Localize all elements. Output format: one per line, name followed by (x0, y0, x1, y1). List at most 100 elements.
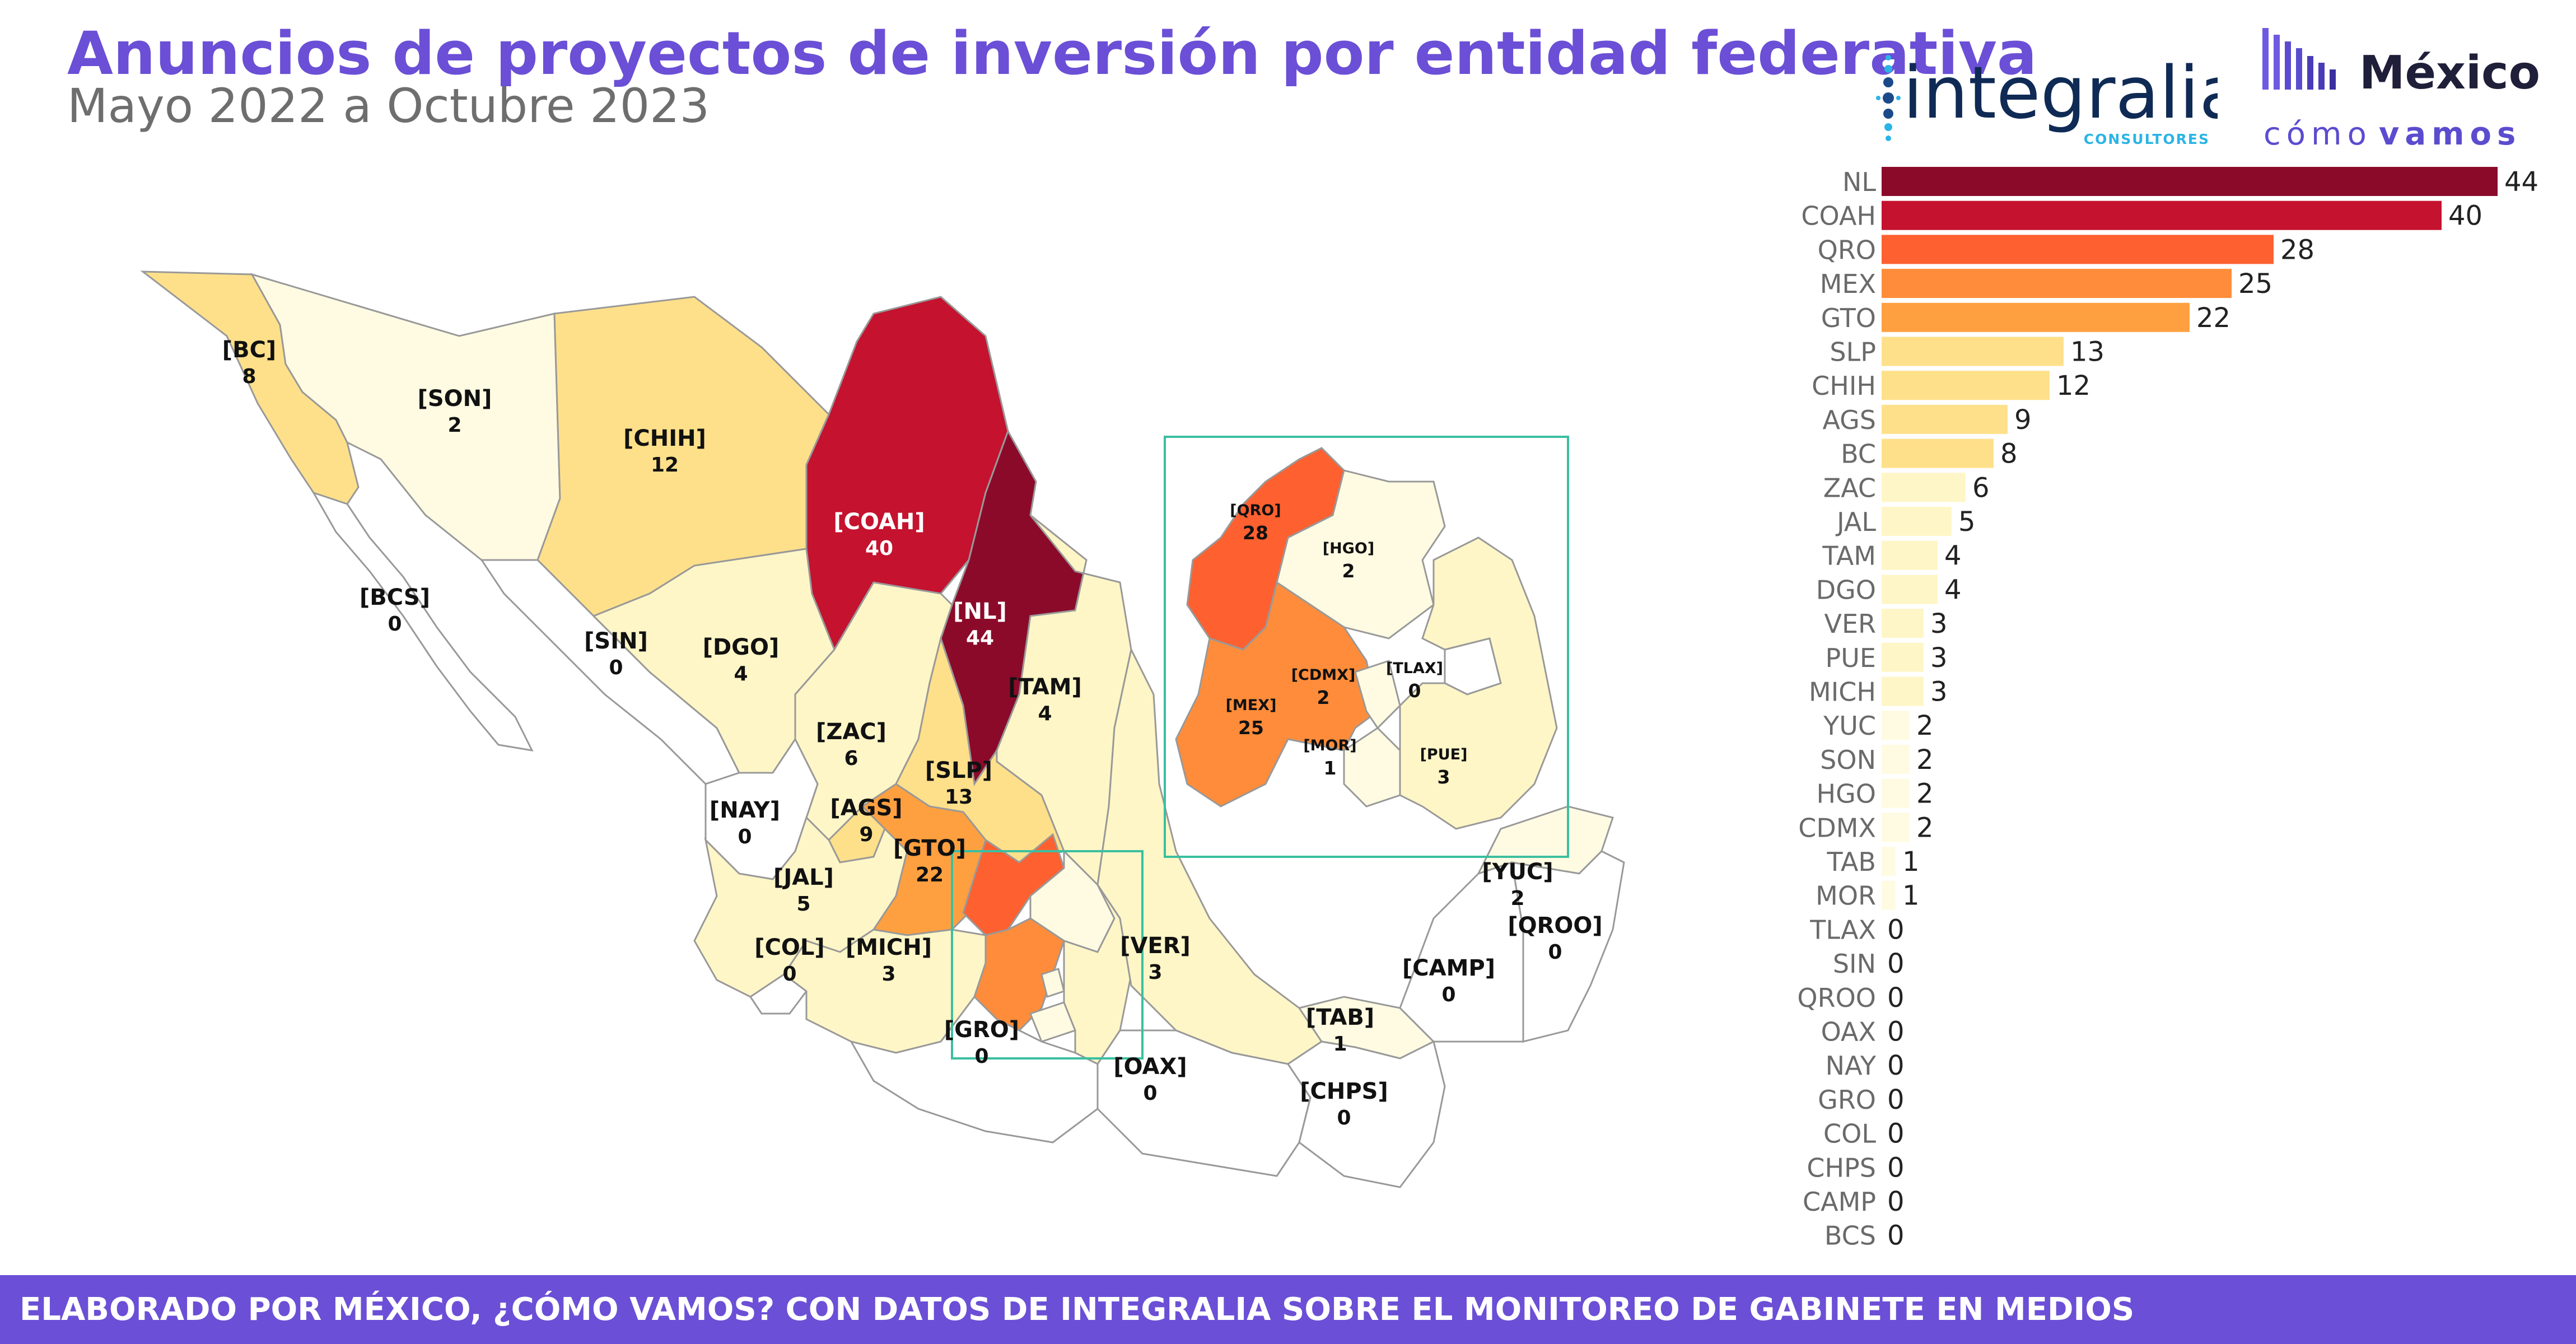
integralia-wordmark: integralia (1903, 52, 2218, 135)
bar-value-label-camp: 0 (1887, 1186, 1905, 1217)
bar-category-label-tab: TAB (1826, 847, 1876, 877)
map-region-value-nl: 44 (966, 627, 994, 650)
bar-category-label-bcs: BCS (1824, 1221, 1876, 1251)
inset-pue-shape (1399, 536, 1558, 830)
state-qroo-shape (1511, 850, 1625, 1043)
bar-value-label-qro: 28 (2280, 234, 2314, 265)
bar-category-label-mex: MEX (1820, 269, 1876, 299)
map-region-value-bcs: 0 (388, 613, 402, 636)
bar-zac (1882, 473, 1966, 502)
bar-ver (1882, 609, 1924, 638)
bar-category-label-mor: MOR (1816, 881, 1876, 911)
map-region-value-gro: 0 (974, 1045, 988, 1068)
bar-value-label-bc: 8 (2000, 438, 2018, 470)
bar-value-label-jal: 5 (1958, 506, 1976, 538)
bar-yuc (1882, 711, 1910, 740)
map-region-value-zac: 6 (844, 747, 858, 770)
map-inset-frame (951, 850, 1144, 1060)
bar-category-label-pue: PUE (1826, 643, 1876, 673)
map-region-code-hgo: [HGO] (1323, 540, 1374, 557)
map-region-code-qroo: [QROO] (1508, 913, 1602, 939)
integralia-tagline: CONSULTORES (2084, 131, 2210, 147)
bar-value-label-cdmx: 2 (1916, 812, 1934, 843)
map-region-value-yuc: 2 (1510, 887, 1524, 910)
map-region-code-dgo: [DGO] (703, 634, 780, 660)
map-region-value-tab: 1 (1333, 1033, 1347, 1056)
bar-value-label-tam: 4 (1944, 540, 1962, 572)
bar-ags (1882, 404, 2008, 434)
map-region-code-chih: [CHIH] (623, 426, 706, 451)
bar-value-label-gro: 0 (1887, 1084, 1905, 1116)
bar-category-label-nay: NAY (1826, 1051, 1877, 1081)
bar-category-label-gto: GTO (1821, 303, 1876, 333)
map-labels: [BC]8[SON]2[CHIH]12[COAH]40[NL]44[BCS]0[… (222, 337, 1603, 1130)
integralia-logo: integralia CONSULTORES (1876, 52, 2218, 147)
map-region-code-gto: [GTO] (893, 836, 966, 861)
bar-category-label-nl: NL (1842, 167, 1876, 197)
map-region-value-chps: 0 (1337, 1107, 1351, 1130)
map-region-code-tlax: [TLAX] (1386, 660, 1443, 677)
map-region-code-slp: [SLP] (925, 758, 992, 783)
bar-value-label-gto: 22 (2196, 302, 2230, 334)
map-region-code-oax: [OAX] (1113, 1054, 1187, 1080)
map-region-code-zac: [ZAC] (816, 719, 886, 745)
mcv-bottom-words: cómo vamos (2264, 116, 2521, 152)
bar-value-label-pue: 3 (1930, 642, 1948, 674)
bar-value-label-chps: 0 (1887, 1152, 1905, 1183)
map-region-code-mich: [MICH] (846, 935, 932, 960)
bar-value-label-zac: 6 (1972, 472, 1990, 503)
bar-qro (1882, 235, 2274, 264)
map-region-code-bcs: [BCS] (360, 585, 430, 610)
map-region-value-jal: 5 (796, 893, 810, 916)
bar-category-label-qroo: QROO (1797, 983, 1876, 1013)
bar-category-label-tam: TAM (1822, 541, 1876, 571)
bar-category-label-mich: MICH (1809, 677, 1876, 707)
bar-category-label-son: SON (1820, 745, 1876, 775)
bar-tab (1882, 847, 1896, 876)
bar-mich (1882, 676, 1924, 706)
integralia-dots-icon (1876, 55, 1901, 141)
bar-value-label-coah: 40 (2448, 200, 2482, 232)
inset-panel-frame (1164, 436, 1569, 858)
map-region-value-coah: 40 (865, 537, 893, 560)
bar-value-label-ags: 9 (2014, 404, 2032, 436)
bar-value-label-slp: 13 (2070, 337, 2104, 368)
bar-nl (1882, 167, 2498, 196)
map-region-code-ags: [AGS] (830, 795, 902, 821)
map-region-value-oax: 0 (1143, 1082, 1157, 1105)
bar-value-label-nay: 0 (1887, 1050, 1905, 1081)
map-region-value-mor: 1 (1324, 757, 1337, 779)
bar-mex (1882, 269, 2232, 298)
bar-category-label-slp: SLP (1830, 337, 1876, 367)
map-region-code-mor: [MOR] (1303, 737, 1356, 754)
inset-hgo-shape (1276, 469, 1446, 640)
map-region-value-gto: 22 (916, 864, 944, 886)
bar-category-label-chih: CHIH (1812, 371, 1876, 401)
map-region-value-ags: 9 (859, 823, 873, 846)
bar-category-label-sin: SIN (1833, 949, 1876, 979)
map-region-value-chih: 12 (651, 454, 679, 477)
map-region-value-ver: 3 (1148, 961, 1162, 984)
map-region-value-sin: 0 (609, 656, 623, 679)
map-states (140, 270, 1625, 1188)
footer-banner: ELABORADO POR MÉXICO, ¿CÓMO VAMOS? CON D… (0, 1275, 2576, 1344)
bar-value-label-tab: 1 (1902, 846, 1920, 878)
bar-category-label-tlax: TLAX (1809, 914, 1876, 945)
footer-text: ELABORADO POR MÉXICO, ¿CÓMO VAMOS? CON D… (20, 1291, 2135, 1328)
bar-value-label-ver: 3 (1930, 608, 1948, 640)
map-region-code-pue: [PUE] (1420, 746, 1468, 763)
bar-value-label-sin: 0 (1887, 948, 1905, 979)
map-region-value-mich: 3 (881, 963, 895, 986)
bar-value-label-mor: 1 (1902, 880, 1920, 912)
map-region-code-cdmx: [CDMX] (1291, 666, 1356, 684)
bar-category-label-cdmx: CDMX (1798, 813, 1876, 843)
map-region-code-camp: [CAMP] (1402, 955, 1495, 981)
map-region-code-sin: [SIN] (584, 628, 648, 654)
inset-mex-shape (1175, 581, 1379, 808)
bar-value-label-oax: 0 (1887, 1016, 1905, 1048)
map-region-value-cdmx: 2 (1317, 687, 1330, 708)
map-region-code-son: [SON] (418, 386, 492, 412)
bar-value-label-tlax: 0 (1887, 914, 1905, 945)
